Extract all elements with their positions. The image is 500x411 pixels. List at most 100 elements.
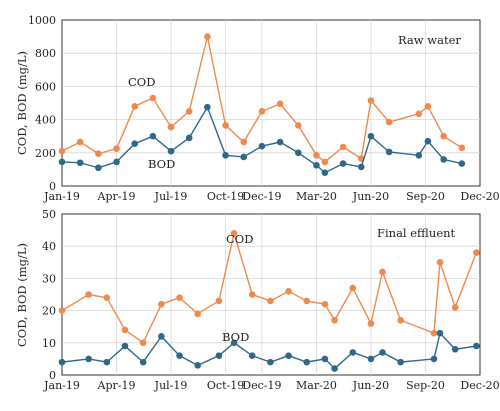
cod-point [85, 291, 92, 298]
cod-point [267, 297, 274, 305]
bod-point [85, 355, 92, 363]
x-tick-label: Dec-20 [460, 190, 499, 203]
cod-point [321, 158, 329, 166]
bod-point [321, 169, 329, 177]
cod-point [331, 316, 338, 324]
x-tick-label: Sep-20 [406, 190, 445, 203]
bod-point [222, 151, 229, 159]
cod-point [349, 284, 357, 292]
cod-point [440, 132, 447, 140]
bod-point [267, 358, 274, 366]
cod-point [473, 249, 480, 256]
series-group [58, 230, 480, 372]
x-tick-label: Jun-20 [352, 190, 389, 203]
plot-frame [61, 213, 481, 376]
y-tick-label: 0 [49, 369, 56, 382]
bod-point [415, 151, 423, 159]
bod-point [158, 333, 165, 340]
y-axis-title: COD, BOD (mg/L) [15, 51, 29, 155]
bod-point [430, 355, 438, 363]
panel-title: Final effluent [377, 226, 456, 240]
bod-point [95, 164, 102, 172]
cod-point [339, 143, 347, 151]
bod-point [215, 352, 223, 359]
bod-point [397, 358, 404, 366]
bod-point [339, 160, 347, 167]
cod-point [113, 145, 120, 152]
bod-point [436, 329, 444, 337]
bod-series-label: BOD [148, 157, 175, 171]
x-tick-label: Dec-19 [242, 190, 281, 203]
cod-point [139, 339, 147, 347]
bod-point [248, 352, 256, 359]
bod-point [458, 160, 466, 167]
bod-point [185, 134, 193, 142]
cod-line [61, 230, 478, 344]
y-tick-label: 10 [42, 337, 56, 350]
cod-point [367, 97, 375, 104]
bod-point [385, 148, 393, 156]
cod-point [313, 151, 320, 159]
y-tick-label: 40 [42, 240, 56, 253]
bod-point [58, 358, 66, 366]
cod-point [131, 103, 138, 110]
bod-point [357, 163, 365, 171]
x-tick-label: Sep-20 [406, 379, 445, 392]
bod-series-label: BOD [222, 330, 249, 344]
cod-point [458, 144, 466, 152]
y-tick-label: 50 [42, 208, 56, 221]
y-tick-label: 1000 [28, 14, 56, 27]
x-tick-label: Jan-19 [43, 379, 80, 392]
y-tick-label: 400 [35, 114, 56, 127]
cod-line [61, 36, 463, 163]
x-tick-label: Dec-20 [460, 379, 499, 392]
cod-point [385, 118, 393, 126]
cod-point [415, 110, 423, 118]
bod-point [176, 352, 183, 359]
bod-point [58, 158, 66, 166]
bod-point [258, 142, 266, 150]
bod-point [149, 132, 157, 140]
cod-point [222, 122, 229, 129]
cod-point [76, 138, 84, 146]
bod-line [61, 105, 462, 174]
x-tick-label: Mar-20 [296, 379, 337, 392]
bod-point [303, 358, 311, 366]
cod-point [424, 103, 432, 110]
bod-point [424, 137, 432, 145]
cod-point [103, 294, 111, 302]
cod-point [158, 300, 165, 308]
x-tick-label: Jan-19 [43, 190, 80, 203]
cod-point [451, 304, 459, 311]
bod-point [103, 358, 111, 366]
cod-point [215, 297, 223, 305]
x-tick-label: Jul-19 [154, 379, 188, 392]
bod-point [473, 342, 480, 350]
cod-point [149, 94, 157, 102]
cod-point [204, 33, 211, 40]
y-tick-label: 30 [42, 272, 56, 285]
y-tick-label: 0 [49, 180, 56, 193]
y-tick-label: 20 [42, 305, 56, 318]
bod-point [240, 153, 248, 161]
x-tick-label: Jul-19 [154, 190, 188, 203]
series-group [58, 33, 466, 177]
bod-point [230, 339, 238, 347]
cod-series-label: COD [226, 232, 253, 246]
cod-point [121, 326, 129, 334]
bod-line [61, 331, 477, 370]
bod-point [131, 140, 138, 147]
cod-point [321, 300, 329, 308]
cod-point [58, 147, 66, 155]
y-tick-labels: 0 10 20 30 40 50 [42, 208, 56, 382]
bod-point [139, 358, 147, 366]
bod-point [349, 349, 357, 356]
bod-point [440, 156, 447, 163]
bod-point [76, 159, 84, 167]
x-tick-label: Apr-19 [97, 379, 136, 392]
cod-point [176, 294, 183, 302]
cod-point [194, 310, 201, 318]
